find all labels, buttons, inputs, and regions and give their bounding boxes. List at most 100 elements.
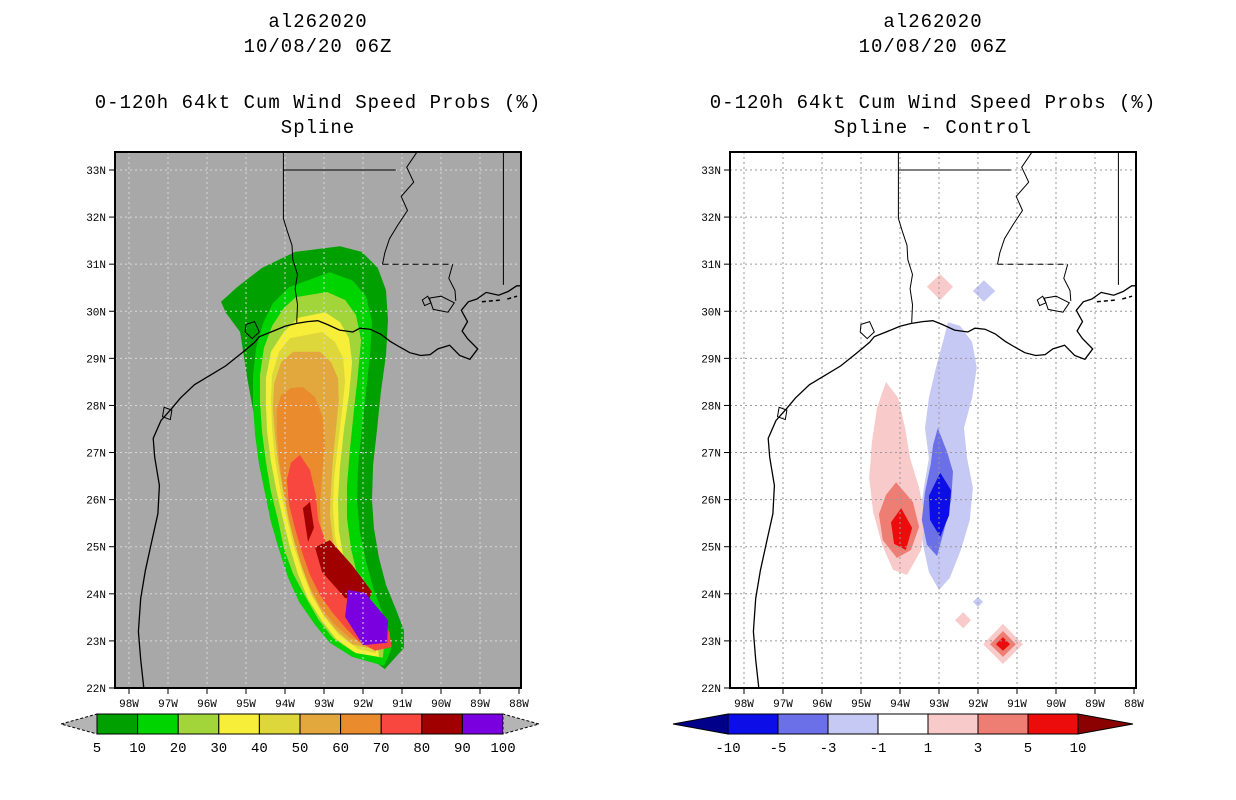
state-border bbox=[997, 152, 1033, 265]
lat-label: 25N bbox=[701, 543, 721, 555]
colorbar-label: 1 bbox=[924, 741, 932, 757]
lat-label: 29N bbox=[701, 354, 721, 366]
colorbar-label: 80 bbox=[413, 741, 430, 757]
colorbar-label: 3 bbox=[974, 741, 982, 757]
lon-label: 97W bbox=[773, 699, 793, 711]
contour-fill bbox=[955, 612, 971, 629]
barrier-islands bbox=[1096, 299, 1117, 303]
contour-fill bbox=[315, 540, 372, 602]
lon-label: 97W bbox=[158, 699, 178, 711]
state-border bbox=[1063, 264, 1072, 301]
colorbar-label: 70 bbox=[373, 741, 390, 757]
lon-label: 88W bbox=[1124, 699, 1144, 711]
colorbar-label: 50 bbox=[292, 741, 309, 757]
coastline bbox=[752, 285, 1136, 688]
probability-colorbar: 5 10 20 30 40 50 60 70 80 90 100 bbox=[59, 713, 541, 757]
lat-label: 24N bbox=[701, 590, 721, 602]
lon-label: 93W bbox=[929, 699, 949, 711]
lon-label: 89W bbox=[1085, 699, 1105, 711]
contour-fill bbox=[302, 502, 314, 542]
colorbar-box bbox=[1027, 713, 1079, 735]
colorbar-over-arrow bbox=[502, 713, 541, 735]
lon-label: 88W bbox=[509, 699, 529, 711]
colorbar-label: 30 bbox=[210, 741, 227, 757]
lat-label: 25N bbox=[86, 543, 106, 555]
colorbar-under-arrow bbox=[59, 713, 98, 735]
lon-label: 90W bbox=[431, 699, 451, 711]
lat-label: 29N bbox=[86, 354, 106, 366]
colorbar-box bbox=[218, 713, 260, 735]
lat-label: 23N bbox=[701, 637, 721, 649]
colorbar-label: 90 bbox=[454, 741, 471, 757]
lat-label: 26N bbox=[701, 496, 721, 508]
contour-fill bbox=[995, 637, 1010, 651]
lat-label: 32N bbox=[701, 213, 721, 225]
colorbar-label: 100 bbox=[490, 741, 515, 757]
lon-label: 92W bbox=[968, 699, 988, 711]
method-title: Spline - Control bbox=[833, 117, 1033, 139]
colorbar-box bbox=[461, 713, 504, 735]
colorbar-box bbox=[927, 713, 979, 735]
barrier-islands bbox=[481, 299, 502, 303]
method-title: Spline bbox=[280, 117, 356, 139]
colorbar-box bbox=[258, 713, 301, 735]
lat-label: 32N bbox=[86, 213, 106, 225]
storm-id-title: al262020 bbox=[883, 11, 983, 33]
lake-outline bbox=[776, 406, 788, 421]
colorbar-label: 10 bbox=[1070, 741, 1087, 757]
map-border bbox=[729, 151, 1137, 689]
lon-label: 92W bbox=[353, 699, 373, 711]
lon-label: 91W bbox=[1007, 699, 1027, 711]
colorbar-label: -1 bbox=[870, 741, 887, 757]
lat-label: 23N bbox=[86, 637, 106, 649]
lake-outline bbox=[244, 320, 260, 340]
lat-label: 30N bbox=[701, 307, 721, 319]
colorbar-label: 20 bbox=[170, 741, 187, 757]
lon-label: 94W bbox=[890, 699, 910, 711]
lon-label: 95W bbox=[236, 699, 256, 711]
lake-outline bbox=[1036, 295, 1047, 307]
lat-label: 33N bbox=[86, 166, 106, 178]
colorbar-box bbox=[827, 713, 879, 735]
contour-fill bbox=[926, 274, 953, 300]
difference-map: 33N 32N 31N 30N 29N 28N 27N 26N 25N 24N 23N 22N 98W 9… bbox=[701, 151, 1144, 711]
lon-label: 91W bbox=[392, 699, 412, 711]
lake-outline bbox=[1043, 295, 1071, 313]
map-border bbox=[114, 151, 522, 689]
contour-fill bbox=[276, 387, 370, 645]
colorbar-label: -3 bbox=[820, 741, 837, 757]
contour-fill bbox=[891, 508, 913, 550]
colorbar-box bbox=[421, 713, 463, 735]
lon-label: 96W bbox=[812, 699, 832, 711]
product-title: 0-120h 64kt Cum Wind Speed Probs (%) bbox=[709, 92, 1157, 114]
lat-label: 30N bbox=[86, 307, 106, 319]
lon-label: 94W bbox=[275, 699, 295, 711]
colorbar-label: -10 bbox=[715, 741, 740, 757]
lake-outline bbox=[859, 320, 875, 340]
colorbar-box bbox=[137, 713, 179, 735]
lon-label: 95W bbox=[851, 699, 871, 711]
colorbar-box bbox=[380, 713, 423, 735]
state-border bbox=[282, 152, 299, 323]
lon-label: 96W bbox=[197, 699, 217, 711]
lat-label: 24N bbox=[86, 590, 106, 602]
colorbar-box bbox=[177, 713, 220, 735]
colorbar-label: -5 bbox=[770, 741, 787, 757]
colorbar-box bbox=[96, 713, 139, 735]
lake-outline bbox=[428, 295, 456, 313]
lat-label: 28N bbox=[86, 401, 106, 413]
lat-label: 28N bbox=[701, 401, 721, 413]
right-panel: al262020 10/08/20 06Z 0-120h 64kt Cum Wi… bbox=[672, 0, 1158, 800]
contour-fill bbox=[928, 472, 952, 537]
barrier-islands bbox=[1122, 295, 1133, 300]
colorbar-over-arrow bbox=[1077, 713, 1134, 735]
colorbar-box bbox=[299, 713, 342, 735]
lake-outline bbox=[161, 406, 173, 421]
colorbar-label: 5 bbox=[1024, 741, 1032, 757]
lat-label: 27N bbox=[86, 449, 106, 461]
state-border bbox=[448, 264, 457, 301]
map-layers bbox=[730, 152, 1136, 688]
lat-label: 31N bbox=[86, 260, 106, 272]
colorbar-box bbox=[340, 713, 382, 735]
colorbar-label: 5 bbox=[93, 741, 101, 757]
